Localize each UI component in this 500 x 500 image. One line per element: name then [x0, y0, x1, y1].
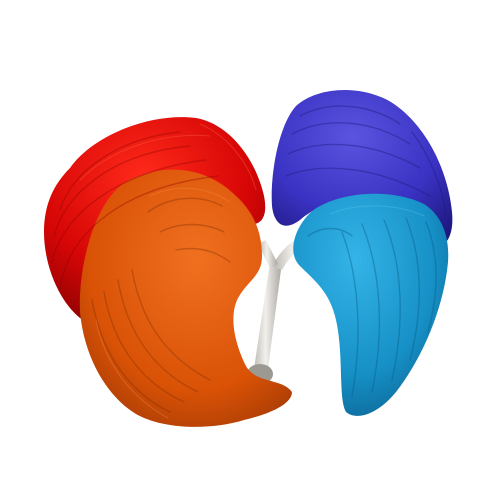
left-lower-lobe	[293, 193, 449, 416]
right-lower-lobe	[79, 169, 293, 427]
surface-texture	[51, 105, 447, 419]
